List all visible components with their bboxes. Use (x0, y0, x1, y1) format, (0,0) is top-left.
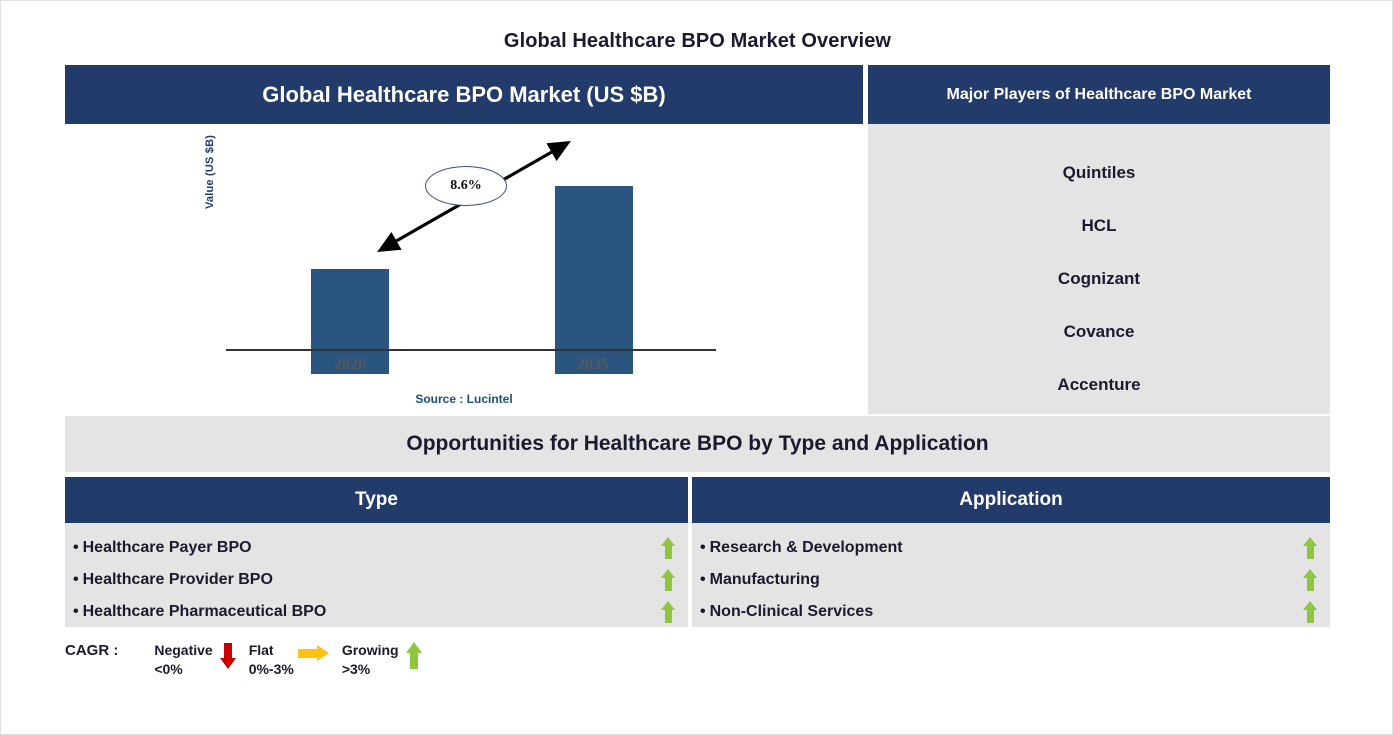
page-title: Global Healthcare BPO Market Overview (503, 30, 892, 52)
application-item-label-2: • Non-Clinical Services (700, 603, 1310, 621)
cagr-callout: 8.6% (425, 166, 507, 206)
cagr-legend-title: CAGR : (65, 642, 119, 659)
legend-entry-negative: Negative <0% (154, 641, 242, 679)
legend-entry-flat: Flat 0%-3% (249, 641, 336, 679)
legend-growing-name: Growing (341, 642, 399, 658)
legend-growing-text: Growing >3% (342, 641, 399, 679)
bullet-icon: • (73, 603, 79, 620)
bullet-icon: • (700, 603, 706, 620)
list-item: • Manufacturing (692, 564, 1330, 596)
y-axis-label: Value (US $B) (204, 134, 216, 209)
source-note: Source : Lucintel (415, 392, 513, 406)
arrow-down-red-icon (217, 641, 239, 675)
player-item: HCL (1081, 216, 1117, 235)
application-column-header: Application (692, 477, 1330, 523)
bullet-icon: • (73, 539, 79, 556)
player-item: Accenture (1057, 375, 1141, 394)
list-item: • Healthcare Pharmaceutical BPO (65, 596, 688, 628)
legend-flat-text: Flat 0%-3% (249, 641, 294, 679)
opportunities-band-title: Opportunities for Healthcare BPO by Type… (65, 416, 1330, 472)
legend-growing-range: >3% (341, 661, 371, 677)
arrow-up-green-icon (403, 641, 425, 675)
type-item-label-1: • Healthcare Provider BPO (73, 571, 668, 589)
list-item: • Non-Clinical Services (692, 596, 1330, 628)
player-item: Quintiles (1062, 163, 1136, 182)
bullet-icon: • (73, 571, 79, 588)
type-item-text: Healthcare Payer BPO (82, 539, 252, 556)
type-item-text: Healthcare Pharmaceutical BPO (82, 603, 327, 620)
bullet-icon: • (700, 539, 706, 556)
bullet-icon: • (700, 571, 706, 588)
x-tick-2026: 2026 (334, 356, 366, 373)
bar-2035 (555, 186, 633, 374)
legend-entry-growing: Growing >3% (342, 641, 429, 679)
type-column-header: Type (65, 477, 688, 523)
player-item: Covance (1063, 322, 1135, 341)
list-item: • Healthcare Payer BPO (65, 532, 688, 564)
arrow-right-yellow-icon (297, 643, 332, 667)
chart-panel-body: Value (US $B) 8.6% 2026 2035 (65, 124, 863, 414)
legend-negative-text: Negative <0% (154, 641, 212, 679)
players-panel-header: Major Players of Healthcare BPO Market (868, 65, 1330, 124)
list-item: • Research & Development (692, 532, 1330, 564)
legend-negative-name: Negative (154, 642, 213, 658)
growth-arrow-icon (377, 141, 571, 252)
application-column-body: • Research & Development • Manufacturing •… (692, 523, 1330, 627)
application-item-label-0: • Research & Development (700, 539, 1310, 557)
player-item: Cognizant (1057, 269, 1141, 288)
legend-flat-name: Flat (248, 642, 274, 658)
list-item: • Healthcare Provider BPO (65, 564, 688, 596)
legend-flat-range: 0%-3% (248, 661, 294, 677)
players-panel-body: Quintiles HCL Cognizant Covance Accentur… (868, 124, 1330, 414)
type-item-label-0: • Healthcare Payer BPO (73, 539, 668, 557)
application-item-text: Manufacturing (709, 571, 820, 588)
type-item-text: Healthcare Provider BPO (82, 571, 273, 588)
application-item-text: Non-Clinical Services (709, 603, 874, 620)
application-item-text: Research & Development (709, 539, 903, 556)
type-column-body: • Healthcare Payer BPO • Healthcare Provid… (65, 523, 688, 627)
chart-panel-header: Global Healthcare BPO Market (US $B) (65, 65, 863, 124)
x-axis-line (226, 349, 716, 351)
x-tick-2035: 2035 (577, 356, 609, 373)
bar-2026 (311, 269, 389, 374)
type-item-label-2: • Healthcare Pharmaceutical BPO (73, 603, 668, 621)
legend-negative-range: <0% (154, 661, 183, 677)
application-item-label-1: • Manufacturing (700, 571, 1310, 589)
bar-chart: Value (US $B) 8.6% 2026 2035 (65, 124, 863, 374)
cagr-legend: CAGR : Negative <0% Flat 0%-3% Growing >… (65, 641, 525, 691)
